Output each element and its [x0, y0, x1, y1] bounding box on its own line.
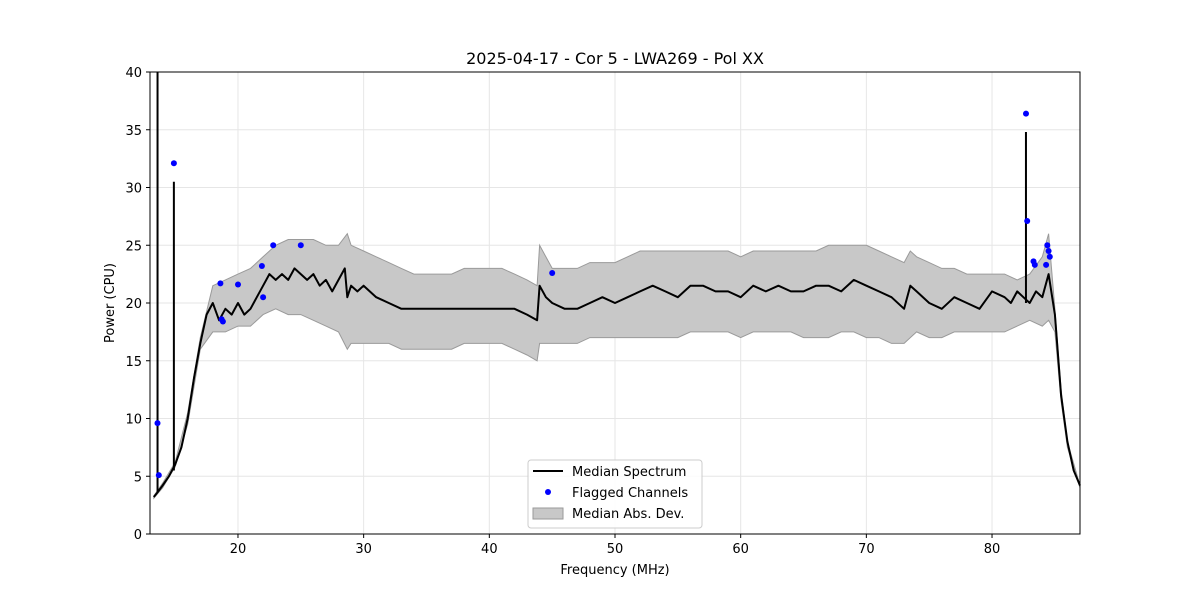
flagged-point	[235, 281, 241, 288]
flagged-point	[1023, 110, 1029, 117]
legend-flagged-label: Flagged Channels	[572, 486, 688, 501]
legend-box	[527, 459, 703, 529]
flagged-point	[549, 270, 556, 276]
x-tick-label: 30	[355, 542, 372, 557]
chart-title: 2025-04-17 - Cor 5 - LWA269 - Pol XX	[466, 49, 764, 68]
median-spectrum-line	[153, 267, 1081, 498]
legend-median-label: Median Spectrum	[572, 465, 686, 480]
x-tick-label: 60	[732, 542, 749, 557]
x-tick-label: 50	[607, 542, 624, 557]
x-axis-ticks: 20 30 40 50 60 70 80	[230, 534, 1001, 557]
flagged-point	[258, 263, 265, 269]
flagged-point	[170, 160, 177, 167]
flagged-point	[1031, 261, 1038, 268]
flagged-point	[155, 472, 162, 479]
flagged-point	[297, 242, 304, 249]
y-axis-label: Power (CPU)	[103, 263, 118, 343]
y-tick-label: 0	[134, 528, 142, 543]
x-tick-label: 70	[858, 542, 875, 557]
flagged-point	[154, 420, 161, 427]
legend-mad-swatch	[532, 507, 564, 520]
x-tick-label: 80	[984, 542, 1001, 557]
y-tick-label: 15	[125, 355, 142, 370]
flagged-point	[1045, 248, 1052, 254]
flagged-point	[270, 242, 277, 249]
x-axis-label: Frequency (MHz)	[560, 563, 669, 578]
legend-mad-label: Median Abs. Dev.	[572, 507, 684, 522]
y-tick-label: 25	[125, 239, 142, 254]
y-tick-label: 20	[125, 297, 142, 312]
y-tick-label: 30	[125, 182, 142, 197]
x-tick-label: 40	[481, 542, 498, 557]
flagged-point	[1043, 261, 1050, 268]
y-axis-ticks: 0 5 10 15 20 25 30 35 40	[125, 66, 150, 543]
y-tick-label: 5	[134, 470, 142, 485]
flagged-point	[1024, 218, 1031, 224]
flagged-point	[1046, 253, 1053, 260]
flagged-point	[260, 294, 267, 301]
y-tick-label: 40	[125, 66, 142, 81]
y-tick-label: 10	[125, 413, 142, 428]
legend: Median Spectrum Flagged Channels Median …	[527, 459, 703, 529]
flagged-layer	[154, 110, 1053, 479]
y-tick-label: 35	[125, 124, 142, 139]
legend-flagged-swatch	[545, 489, 551, 495]
x-tick-label: 20	[230, 542, 247, 557]
flagged-point	[1044, 242, 1051, 249]
flagged-point	[217, 280, 224, 287]
flagged-point	[219, 318, 226, 325]
